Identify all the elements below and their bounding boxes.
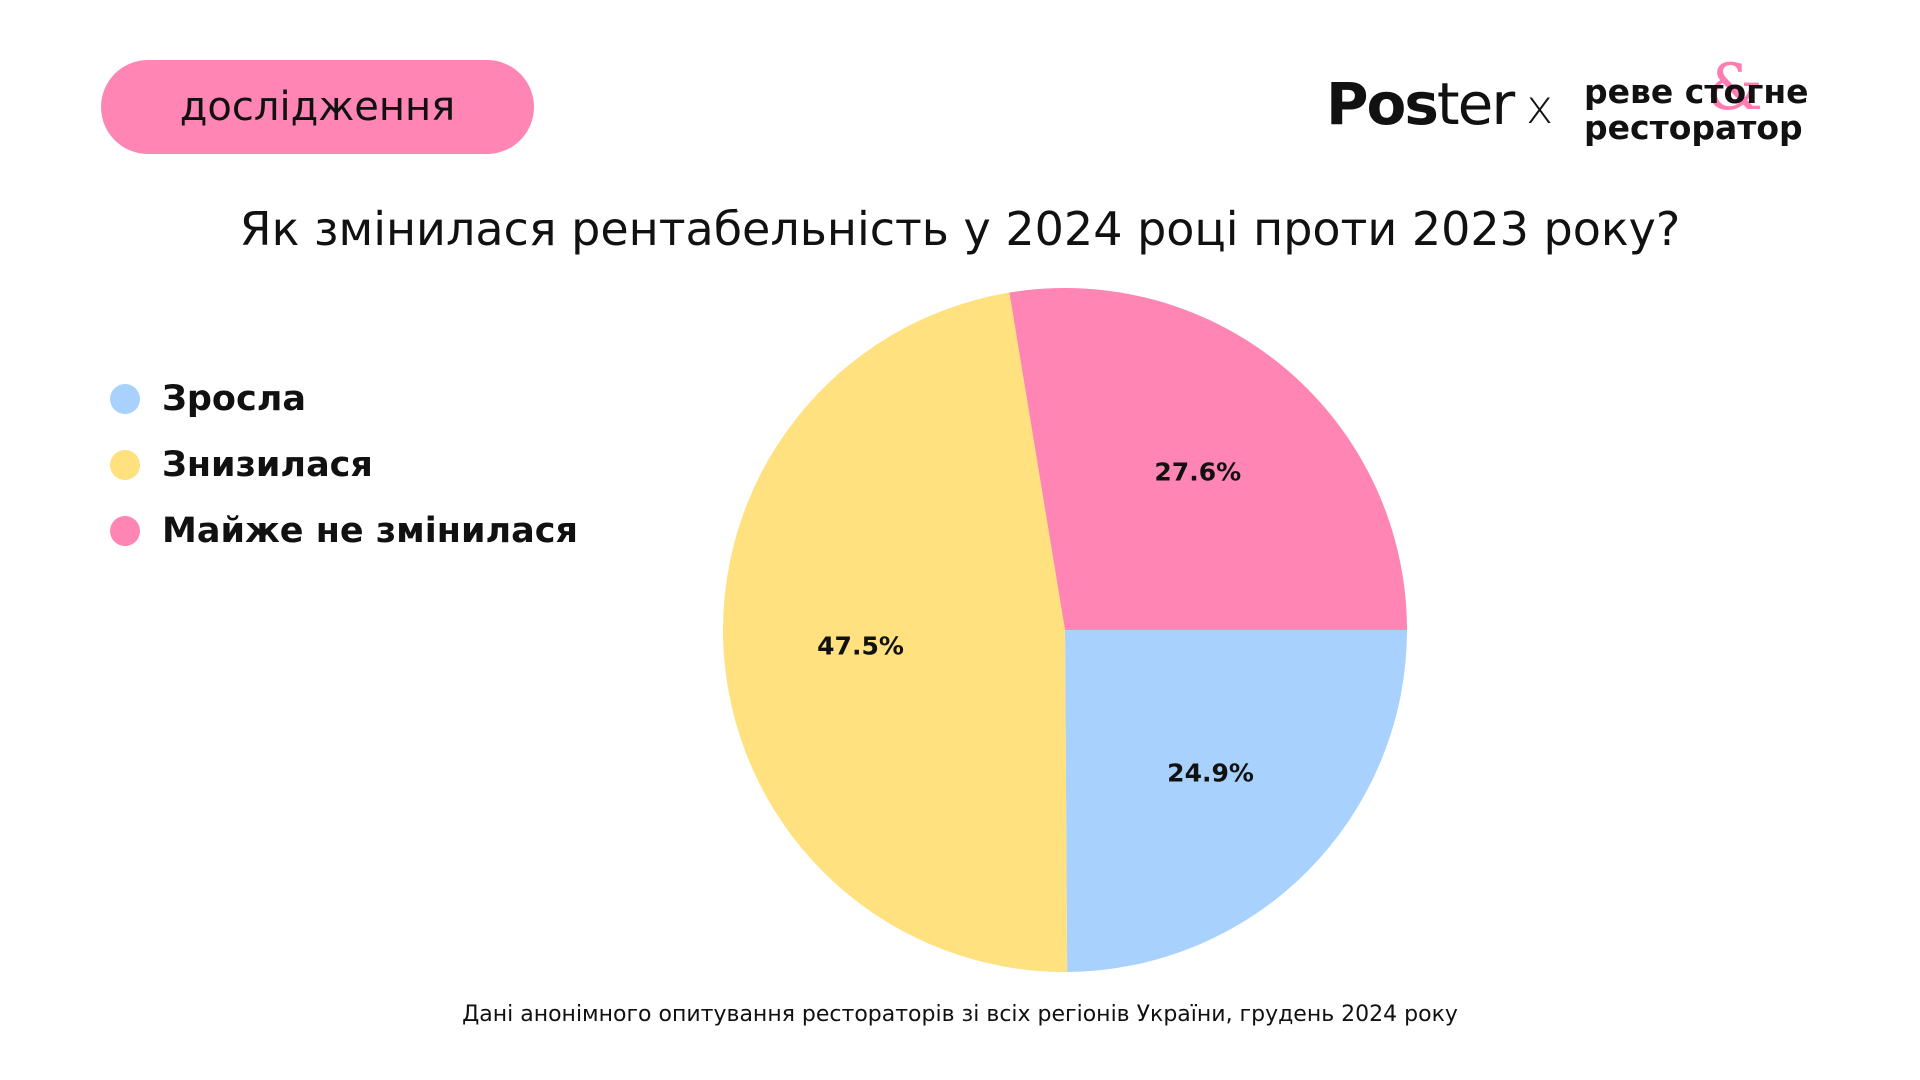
legend-swatch-decreased	[110, 450, 140, 480]
legend-label-grew: Зросла	[162, 379, 306, 419]
pie-slice-decreased	[723, 292, 1068, 972]
brand-logos: Poster x & реве стогне ресторатор	[1326, 56, 1846, 164]
legend-item-unchanged: Майже не змінилася	[110, 498, 578, 564]
legend-swatch-grew	[110, 384, 140, 414]
poster-logo: Poster	[1326, 70, 1515, 138]
legend-item-decreased: Знизилася	[110, 432, 578, 498]
brand-separator: x	[1526, 80, 1554, 134]
pie-slice-unchanged	[1009, 287, 1407, 630]
legend-label-decreased: Знизилася	[162, 445, 373, 485]
poster-logo-bold: Pos	[1326, 70, 1439, 138]
chart-legend: Зросла Знизилася Майже не змінилася	[110, 366, 578, 564]
category-badge-label: дослідження	[179, 84, 456, 130]
pie-label-unchanged: 27.6%	[1154, 458, 1241, 487]
pie-label-decreased: 47.5%	[817, 631, 904, 660]
chart-title: Як змінилася рентабельність у 2024 році …	[239, 202, 1681, 256]
partner-logo: реве стогне ресторатор	[1584, 74, 1809, 146]
category-badge: дослідження	[101, 60, 534, 154]
source-footnote: Дані анонімного опитування рестораторів …	[462, 1002, 1458, 1027]
pie-label-grew: 24.9%	[1167, 759, 1254, 788]
poster-logo-light: ter	[1436, 70, 1515, 138]
partner-logo-line2: ресторатор	[1584, 108, 1803, 147]
legend-swatch-unchanged	[110, 516, 140, 546]
pie-slice-grew	[1065, 630, 1407, 972]
legend-label-unchanged: Майже не змінилася	[162, 511, 578, 551]
partner-logo-line1: реве стогне	[1584, 72, 1809, 111]
legend-item-grew: Зросла	[110, 366, 578, 432]
partner-ampersand-mark: &	[1706, 51, 1763, 125]
